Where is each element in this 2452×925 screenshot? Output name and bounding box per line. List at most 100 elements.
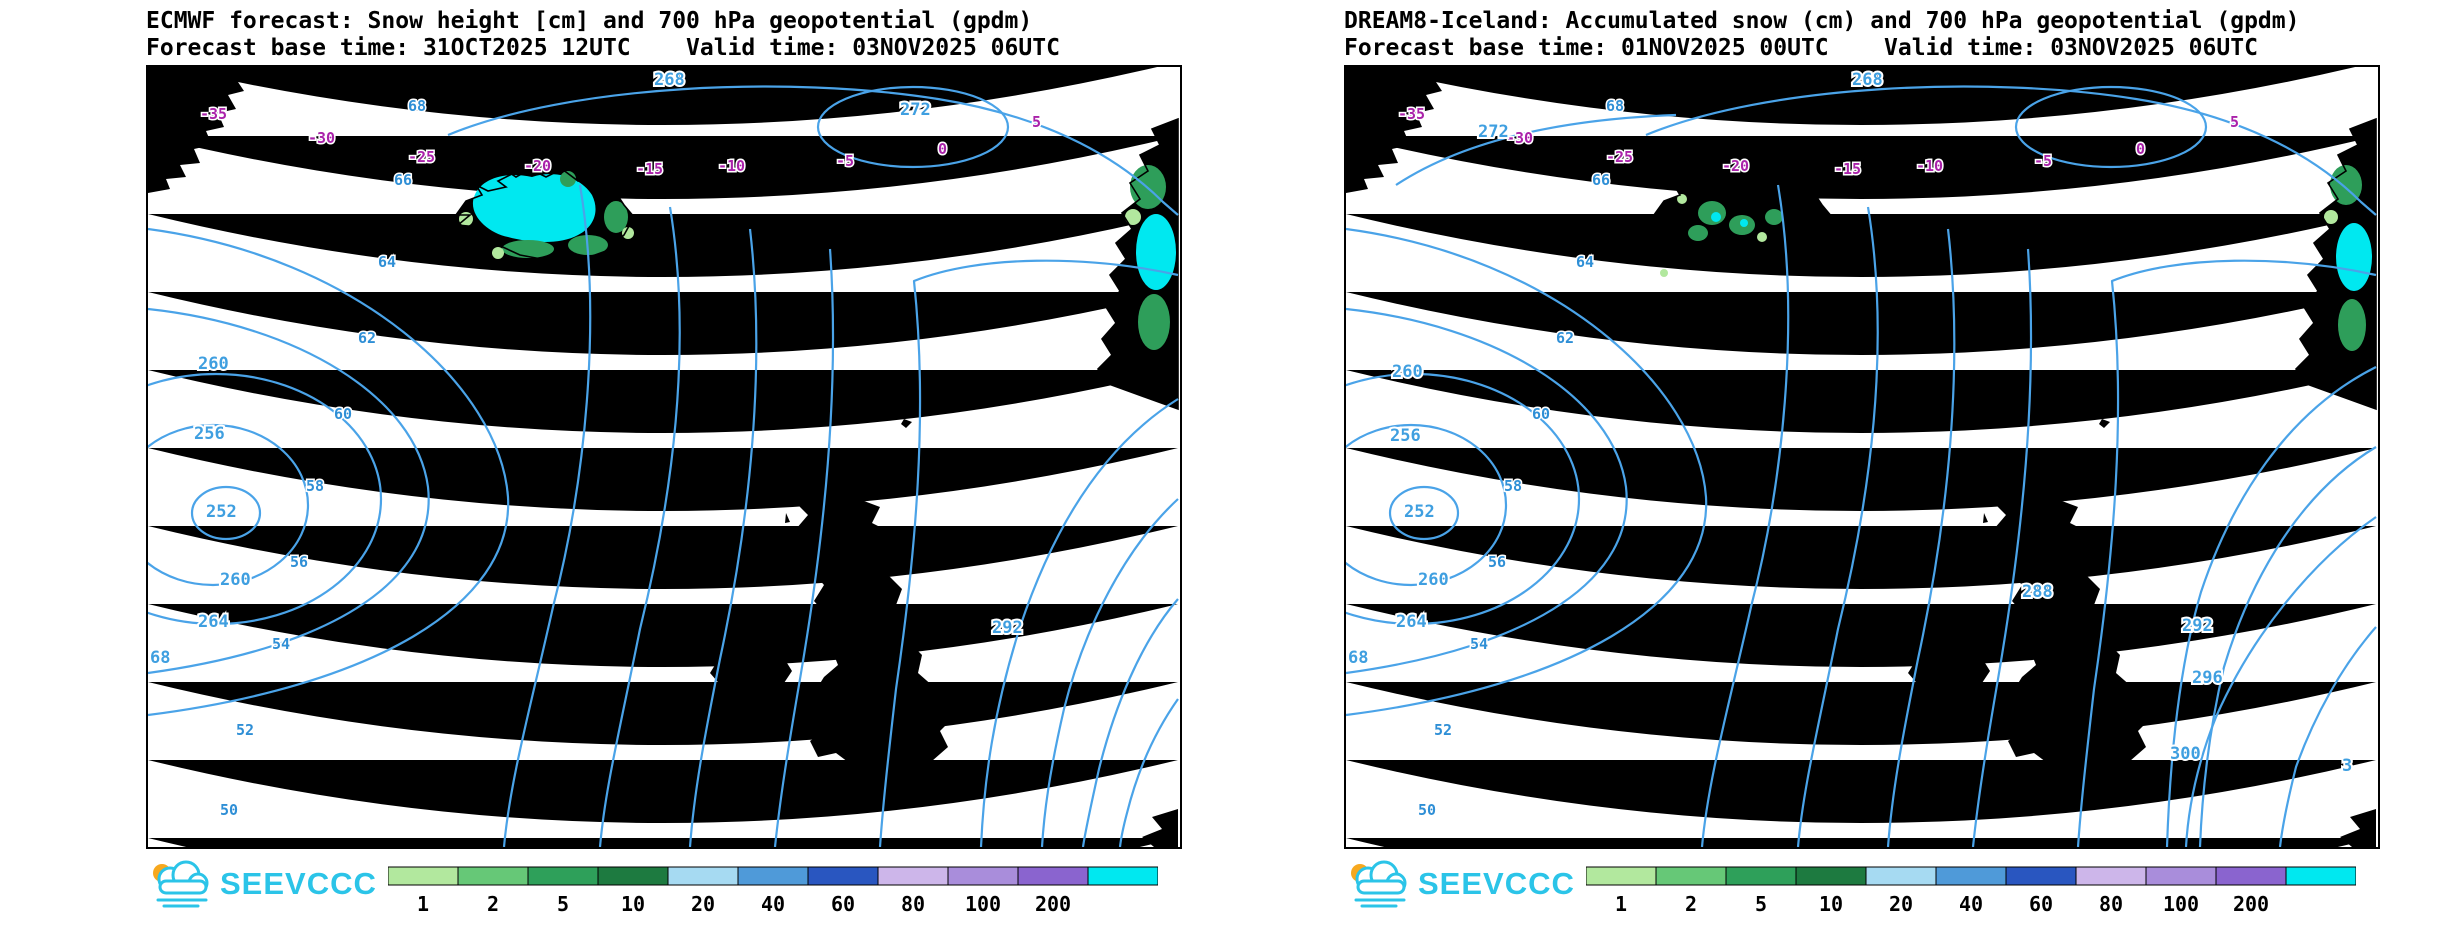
map-label: 60 <box>1532 405 1550 423</box>
legend-segment <box>2005 866 2077 886</box>
panel-dream8: DREAM8-Iceland: Accumulated snow (cm) an… <box>1344 8 2380 925</box>
map-label: 252 <box>1404 502 1435 522</box>
map-label: 272 <box>1478 122 1509 142</box>
longitude-labels: -35 -30 -25 -20 -15 -10 -5 0 5 <box>199 104 1043 180</box>
legend-value: 200 <box>2233 892 2269 916</box>
map-label: 260 <box>220 570 251 590</box>
map-svg-dream8: -35 -30 -25 -20 -15 -10 -5 0 5 68 66 64 62 60 58 56 54 5… <box>1346 67 2377 847</box>
map-label: -20 <box>524 157 551 175</box>
legend-segment <box>2285 866 2356 886</box>
legend-segment <box>2075 866 2147 886</box>
legend-value: 40 <box>761 892 785 916</box>
map-label: 268 <box>654 70 685 90</box>
map-label: 0 <box>2136 140 2145 158</box>
map-label: 52 <box>1434 721 1452 739</box>
legend-value: 80 <box>901 892 925 916</box>
legend-value: 10 <box>1819 892 1843 916</box>
legend-value: 20 <box>1889 892 1913 916</box>
graticule <box>148 67 1178 847</box>
legend-segment <box>2215 866 2287 886</box>
legend-segment <box>1017 866 1089 886</box>
legend-segment <box>457 866 529 886</box>
panel-subtitle: Forecast base time: 31OCT2025 12UTC Vali… <box>146 35 1060 61</box>
seevccc-logo: SEEVCCC <box>146 859 377 909</box>
map-label: -15 <box>636 160 663 178</box>
map-label: 62 <box>358 329 376 347</box>
panel-subtitle: Forecast base time: 01NOV2025 00UTC Vali… <box>1344 35 2258 61</box>
map-label: -25 <box>408 148 435 166</box>
map-label: 272 <box>900 100 931 120</box>
map-label: 5 <box>2230 113 2239 131</box>
map-label: 62 <box>1556 329 1574 347</box>
legend-value: 1 <box>1615 892 1627 916</box>
map-label: -5 <box>2034 152 2052 170</box>
map-label: 264 <box>1396 612 1427 632</box>
map-label: -10 <box>1916 157 1943 175</box>
legend-value: 60 <box>2029 892 2053 916</box>
map-svg-ecmwf: -35 -30 -25 -20 -15 -10 -5 0 5 68 66 64 62 60 58 56 54 5… <box>148 67 1179 847</box>
legend-segment <box>2145 866 2217 886</box>
map-label: -5 <box>836 152 854 170</box>
legend-segment <box>1655 866 1727 886</box>
map-label: 3 <box>2342 756 2352 776</box>
map-label: 64 <box>378 253 396 271</box>
panel-footer: SEEVCCC 1 2 5 10 20 40 60 80 100 200 <box>146 855 1182 925</box>
map-label: 58 <box>1504 477 1522 495</box>
panel-footer: SEEVCCC 1 2 5 10 20 40 60 80 100 200 <box>1344 855 2380 925</box>
legend-value: 1 <box>417 892 429 916</box>
legend-value: 80 <box>2099 892 2123 916</box>
map-label: 260 <box>198 354 229 374</box>
legend-segment <box>597 866 669 886</box>
legend-segment <box>1865 866 1937 886</box>
panel-title: ECMWF forecast: Snow height [cm] and 700… <box>146 8 1033 34</box>
legend-segment <box>1795 866 1867 886</box>
geopotential-labels: 272 268 260 256 252 260 264 68 288 292 296 300 3 <box>1346 68 2354 778</box>
map-label: -30 <box>308 129 335 147</box>
map-label: -30 <box>1506 129 1533 147</box>
legend-value: 10 <box>621 892 645 916</box>
map-label: 54 <box>272 635 290 653</box>
map-label: 64 <box>1576 253 1594 271</box>
legend-segment <box>1935 866 2007 886</box>
map-label: 0 <box>938 140 947 158</box>
map-label: 288 <box>2022 582 2053 602</box>
legend-value: 20 <box>691 892 715 916</box>
legend-segment <box>1586 866 1657 886</box>
map-label: 66 <box>1592 171 1610 189</box>
cloud-icon <box>153 860 209 908</box>
latitude-labels: 68 66 64 62 60 58 56 54 52 50 <box>219 96 428 821</box>
legend-value: 100 <box>965 892 1001 916</box>
map-label: 260 <box>1418 570 1449 590</box>
map-label: 252 <box>206 502 237 522</box>
graticule <box>1346 67 2376 847</box>
logo-text: SEEVCCC <box>1418 866 1575 901</box>
legend-segment <box>667 866 739 886</box>
map-label: 292 <box>2182 616 2213 636</box>
legend-segment <box>877 866 949 886</box>
legend-value: 2 <box>1685 892 1697 916</box>
map-label: 50 <box>220 801 238 819</box>
legend-value: 100 <box>2163 892 2199 916</box>
legend-value: 5 <box>1755 892 1767 916</box>
snow-legend: 1 2 5 10 20 40 60 80 100 200 <box>1586 866 2356 916</box>
panel-title: DREAM8-Iceland: Accumulated snow (cm) an… <box>1344 8 2300 34</box>
map-label: 50 <box>1418 801 1436 819</box>
legend-segment <box>807 866 879 886</box>
map-label: 68 <box>1606 97 1624 115</box>
logo-text: SEEVCCC <box>220 866 377 901</box>
legend-value: 60 <box>831 892 855 916</box>
latitude-labels: 68 66 64 62 60 58 56 54 52 50 <box>1417 96 1626 821</box>
legend-segment <box>737 866 809 886</box>
legend-segment <box>1725 866 1797 886</box>
map-label: 260 <box>1392 362 1423 382</box>
map-label: -15 <box>1834 160 1861 178</box>
longitude-labels: -35 -30 -25 -20 -15 -10 -5 0 5 <box>1397 104 2241 180</box>
map-label: 296 <box>2192 668 2223 688</box>
map-dream8: -35 -30 -25 -20 -15 -10 -5 0 5 68 66 64 62 60 58 56 54 5… <box>1344 65 2380 849</box>
legend-segment <box>947 866 1019 886</box>
map-label: 66 <box>394 171 412 189</box>
cloud-icon <box>1351 860 1407 908</box>
seevccc-logo: SEEVCCC <box>1344 859 1575 909</box>
map-label: 68 <box>1348 648 1368 668</box>
